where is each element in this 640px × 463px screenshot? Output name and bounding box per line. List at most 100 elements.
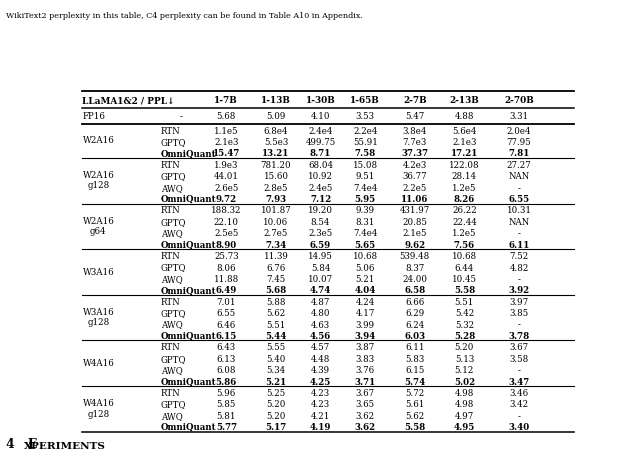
Text: 6.8e4: 6.8e4 <box>264 127 288 136</box>
Text: 8.26: 8.26 <box>454 195 475 204</box>
Text: GPTQ: GPTQ <box>161 263 186 273</box>
Text: 5.42: 5.42 <box>455 309 474 318</box>
Text: 44.01: 44.01 <box>214 172 239 181</box>
Text: RTN: RTN <box>161 161 180 170</box>
Text: 499.75: 499.75 <box>305 138 336 147</box>
Text: 2.1e3: 2.1e3 <box>452 138 477 147</box>
Text: RTN: RTN <box>161 206 180 215</box>
Text: 5.32: 5.32 <box>455 320 474 330</box>
Text: 5.77: 5.77 <box>216 423 237 432</box>
Text: 3.31: 3.31 <box>509 112 529 121</box>
Text: 5.96: 5.96 <box>217 389 236 398</box>
Text: 5.83: 5.83 <box>405 355 424 364</box>
Text: 1-13B: 1-13B <box>261 96 291 106</box>
Text: 5.44: 5.44 <box>265 332 287 341</box>
Text: OmniQuant: OmniQuant <box>161 195 216 204</box>
Text: 6.43: 6.43 <box>217 344 236 352</box>
Text: 6.59: 6.59 <box>310 241 331 250</box>
Text: 9.62: 9.62 <box>404 241 426 250</box>
Text: 4.95: 4.95 <box>454 423 475 432</box>
Text: 7.56: 7.56 <box>454 241 475 250</box>
Text: 25.73: 25.73 <box>214 252 239 261</box>
Text: 5.51: 5.51 <box>454 298 474 307</box>
Text: 3.8e4: 3.8e4 <box>403 127 427 136</box>
Text: RTN: RTN <box>161 298 180 307</box>
Text: RTN: RTN <box>161 252 180 261</box>
Text: 1-65B: 1-65B <box>350 96 380 106</box>
Text: W3A16: W3A16 <box>83 268 114 276</box>
Text: 5.02: 5.02 <box>454 378 475 387</box>
Text: 431.97: 431.97 <box>399 206 430 215</box>
Text: 188.32: 188.32 <box>211 206 241 215</box>
Text: 5.74: 5.74 <box>404 378 426 387</box>
Text: 5.58: 5.58 <box>454 286 475 295</box>
Text: 2.2e5: 2.2e5 <box>403 184 427 193</box>
Text: 4.80: 4.80 <box>311 309 330 318</box>
Text: 9.39: 9.39 <box>356 206 375 215</box>
Text: 3.40: 3.40 <box>508 423 529 432</box>
Text: 1.2e5: 1.2e5 <box>452 229 477 238</box>
Text: RTN: RTN <box>161 344 180 352</box>
Text: 4.98: 4.98 <box>454 389 474 398</box>
Text: 19.20: 19.20 <box>308 206 333 215</box>
Text: 17.21: 17.21 <box>451 150 478 158</box>
Text: AWQ: AWQ <box>161 366 182 375</box>
Text: 5.68: 5.68 <box>216 112 236 121</box>
Text: 4.57: 4.57 <box>311 344 330 352</box>
Text: 5.47: 5.47 <box>405 112 424 121</box>
Text: 5.06: 5.06 <box>355 263 375 273</box>
Text: 5.12: 5.12 <box>454 366 474 375</box>
Text: -: - <box>518 320 520 330</box>
Text: FP16: FP16 <box>83 112 106 121</box>
Text: 5.95: 5.95 <box>355 195 376 204</box>
Text: 4.39: 4.39 <box>311 366 330 375</box>
Text: W2A16
g64: W2A16 g64 <box>83 217 114 236</box>
Text: 1-30B: 1-30B <box>306 96 335 106</box>
Text: 4.48: 4.48 <box>311 355 330 364</box>
Text: 122.08: 122.08 <box>449 161 480 170</box>
Text: 7.93: 7.93 <box>266 195 287 204</box>
Text: 5.72: 5.72 <box>405 389 424 398</box>
Text: GPTQ: GPTQ <box>161 172 186 181</box>
Text: -: - <box>518 229 520 238</box>
Text: 5.34: 5.34 <box>266 366 285 375</box>
Text: 3.47: 3.47 <box>508 378 529 387</box>
Text: 6.44: 6.44 <box>455 263 474 273</box>
Text: 2.8e5: 2.8e5 <box>264 184 288 193</box>
Text: 6.58: 6.58 <box>404 286 426 295</box>
Text: 2.4e5: 2.4e5 <box>308 184 333 193</box>
Text: 6.49: 6.49 <box>216 286 237 295</box>
Text: 3.46: 3.46 <box>509 389 529 398</box>
Text: 3.99: 3.99 <box>356 320 375 330</box>
Text: 5.51: 5.51 <box>266 320 285 330</box>
Text: 8.90: 8.90 <box>216 241 237 250</box>
Text: GPTQ: GPTQ <box>161 355 186 364</box>
Text: 28.14: 28.14 <box>452 172 477 181</box>
Text: 9.51: 9.51 <box>355 172 375 181</box>
Text: 2.2e4: 2.2e4 <box>353 127 378 136</box>
Text: RTN: RTN <box>161 127 180 136</box>
Text: 5.20: 5.20 <box>454 344 474 352</box>
Text: 4.04: 4.04 <box>355 286 376 295</box>
Text: 4.24: 4.24 <box>356 298 375 307</box>
Text: 7.7e3: 7.7e3 <box>403 138 427 147</box>
Text: 5.17: 5.17 <box>266 423 287 432</box>
Text: 4.88: 4.88 <box>454 112 474 121</box>
Text: 7.81: 7.81 <box>508 150 530 158</box>
Text: 5.40: 5.40 <box>266 355 285 364</box>
Text: -: - <box>518 366 520 375</box>
Text: 27.27: 27.27 <box>507 161 531 170</box>
Text: W3A16
g128: W3A16 g128 <box>83 308 114 327</box>
Text: 3.85: 3.85 <box>509 309 529 318</box>
Text: 101.87: 101.87 <box>260 206 291 215</box>
Text: 7.34: 7.34 <box>266 241 287 250</box>
Text: 26.22: 26.22 <box>452 206 477 215</box>
Text: 13.21: 13.21 <box>262 150 290 158</box>
Text: 6.24: 6.24 <box>405 320 424 330</box>
Text: OmniQuant: OmniQuant <box>161 241 216 250</box>
Text: 10.92: 10.92 <box>308 172 333 181</box>
Text: 8.71: 8.71 <box>310 150 332 158</box>
Text: GPTQ: GPTQ <box>161 400 186 409</box>
Text: 4.17: 4.17 <box>355 309 375 318</box>
Text: 3.97: 3.97 <box>509 298 529 307</box>
